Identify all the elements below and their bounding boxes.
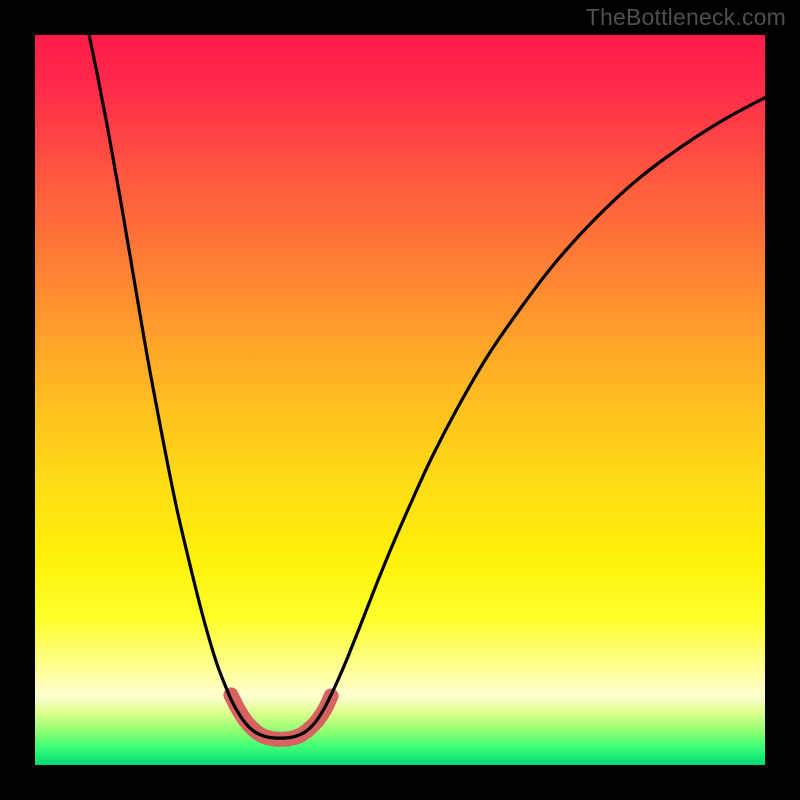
plot-area <box>35 35 765 765</box>
gradient-background <box>35 35 765 765</box>
watermark-text: TheBottleneck.com <box>586 4 786 31</box>
frame-border: TheBottleneck.com <box>0 0 800 800</box>
